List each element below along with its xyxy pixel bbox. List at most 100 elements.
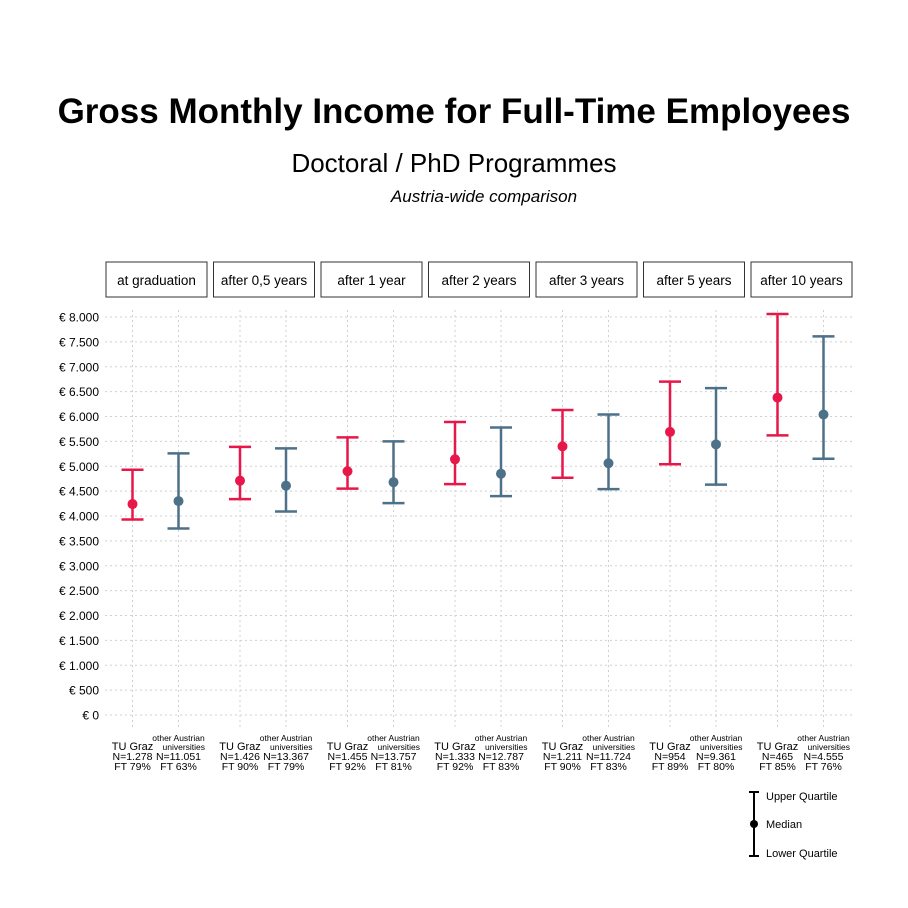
y-tick-label: € 500	[69, 684, 99, 698]
chart-caption: Austria-wide comparison	[390, 187, 578, 206]
y-tick-label: € 3.500	[59, 534, 99, 548]
y-tick-label: € 4.500	[59, 485, 99, 499]
y-tick-label: € 0	[82, 709, 99, 723]
group-name-label: TU Graz	[327, 741, 369, 753]
group-name-label: TU Graz	[757, 741, 799, 753]
group-name-label: TU Graz	[219, 741, 261, 753]
group-name-label: other Austrian	[475, 733, 528, 743]
legend-upper-label: Upper Quartile	[766, 791, 838, 803]
median-point	[496, 468, 506, 479]
y-tick-label: € 6.500	[59, 385, 99, 399]
median-point	[603, 458, 614, 469]
facet-label: after 2 years	[441, 273, 516, 288]
median-point	[557, 441, 568, 452]
group-ft-label: FT 79%	[114, 761, 151, 773]
group-ft-label: FT 92%	[437, 761, 474, 773]
group-ft-label: FT 63%	[160, 761, 197, 773]
group-n-label: N=13.367	[263, 751, 309, 763]
group-n-label: N=1.426	[220, 751, 260, 763]
facet-label: at graduation	[117, 273, 196, 288]
facet-strip	[105, 261, 208, 298]
facet-strip	[428, 261, 530, 298]
y-tick-label: € 8.000	[59, 311, 99, 325]
y-tick-label: € 4.000	[59, 510, 99, 524]
group-n-label: N=1.211	[543, 751, 582, 763]
group-ft-label: FT 89%	[652, 761, 689, 773]
facet-strip	[213, 261, 315, 298]
group-name-label: universities	[808, 742, 851, 752]
group-n-label: N=11.724	[586, 751, 631, 763]
facet-strip	[750, 261, 853, 298]
group-ft-label: FT 80%	[698, 761, 735, 773]
group-n-label: N=4.555	[804, 751, 844, 763]
y-tick-label: € 5.000	[59, 460, 99, 474]
group-name-label: TU Graz	[434, 741, 476, 753]
group-n-label: N=9.361	[696, 751, 736, 763]
group-name-label: other Austrian	[152, 733, 205, 743]
facet-label: after 10 years	[760, 273, 843, 288]
facet-label: after 5 years	[656, 273, 731, 288]
group-n-label: N=11.051	[156, 751, 201, 763]
y-tick-label: € 6.000	[59, 410, 99, 424]
y-tick-label: € 3.000	[59, 559, 99, 573]
facet-strip	[320, 261, 423, 298]
group-ft-label: FT 92%	[329, 761, 366, 773]
group-n-label: N=1.278	[113, 751, 153, 763]
facet-label: after 1 year	[337, 273, 406, 288]
median-point	[173, 496, 184, 507]
group-name-label: other Austrian	[367, 733, 420, 743]
legend-median-label: Median	[766, 819, 802, 831]
group-n-label: N=13.757	[371, 751, 417, 763]
median-point	[818, 409, 829, 420]
chart-subtitle: Doctoral / PhD Programmes	[291, 148, 617, 178]
group-name-label: other Austrian	[260, 733, 313, 743]
median-point	[711, 439, 721, 450]
legend-median-point	[750, 820, 758, 828]
group-name-label: TU Graz	[112, 741, 154, 753]
group-ft-label: FT 90%	[544, 761, 581, 773]
group-name-label: universities	[270, 742, 313, 752]
y-tick-label: € 1.000	[59, 659, 99, 673]
group-n-label: N=465	[762, 751, 793, 763]
group-ft-label: FT 79%	[268, 761, 305, 773]
group-n-label: N=1.455	[328, 751, 368, 763]
group-name-label: other Austrian	[797, 733, 850, 743]
group-ft-label: FT 85%	[759, 761, 796, 773]
group-ft-label: FT 90%	[222, 761, 259, 773]
median-point	[127, 499, 138, 510]
group-name-label: TU Graz	[649, 741, 691, 753]
y-tick-label: € 7.000	[59, 360, 99, 374]
facet-label: after 0,5 years	[221, 273, 308, 288]
y-tick-label: € 2.500	[59, 584, 99, 598]
group-ft-label: FT 81%	[375, 761, 412, 773]
legend-lower-label: Lower Quartile	[766, 848, 838, 860]
group-name-label: universities	[485, 742, 528, 752]
group-n-label: N=12.787	[478, 751, 524, 763]
facet-strip	[535, 261, 638, 298]
group-name-label: TU Graz	[542, 741, 584, 753]
group-ft-label: FT 76%	[805, 761, 842, 773]
y-tick-label: € 5.500	[59, 435, 99, 449]
group-ft-label: FT 83%	[590, 761, 627, 773]
group-name-label: universities	[700, 742, 743, 752]
group-n-label: N=954	[654, 751, 685, 763]
y-tick-label: € 7.500	[59, 335, 99, 349]
group-name-label: universities	[378, 742, 421, 752]
median-point	[450, 454, 460, 465]
facet-strip	[643, 261, 745, 298]
facet-label: after 3 years	[549, 273, 624, 288]
group-ft-label: FT 83%	[483, 761, 520, 773]
y-tick-label: € 2.000	[59, 609, 99, 623]
group-name-label: other Austrian	[582, 733, 635, 743]
group-name-label: other Austrian	[690, 733, 743, 743]
median-point	[665, 426, 675, 437]
median-point	[388, 477, 399, 488]
group-n-label: N=1.333	[435, 751, 475, 763]
y-tick-label: € 1.500	[59, 634, 99, 648]
median-point	[772, 392, 783, 403]
median-point	[235, 475, 245, 486]
group-name-label: universities	[163, 742, 206, 752]
group-name-label: universities	[593, 742, 636, 752]
median-point	[281, 480, 291, 491]
